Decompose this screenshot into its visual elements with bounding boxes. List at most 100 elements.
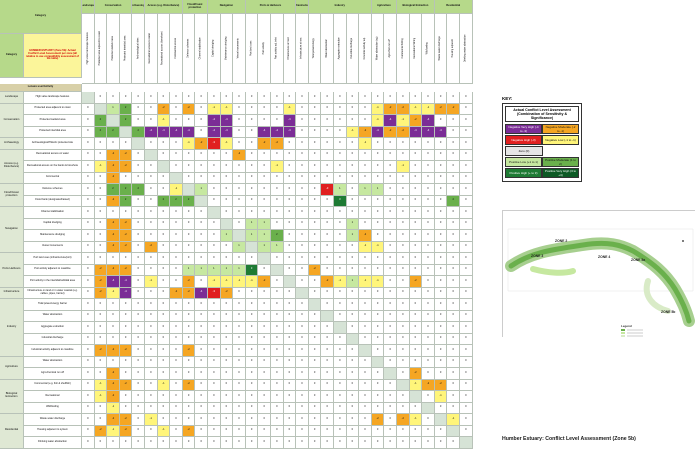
column-header: Protected area adjacent to coast <box>94 14 108 84</box>
matrix-cell: 0 <box>271 253 284 265</box>
matrix-cell: 0 <box>308 368 322 380</box>
matrix-cell: 0 <box>283 425 297 437</box>
matrix-cell: 0 <box>157 264 171 276</box>
matrix-cell <box>334 322 347 334</box>
matrix-cell: 0 <box>145 437 158 449</box>
matrix-cell: -2 <box>397 414 410 426</box>
matrix-cell: 0 <box>296 310 309 322</box>
matrix-cell: 0 <box>170 437 183 449</box>
matrix-cell: 0 <box>283 207 297 219</box>
matrix-cell: 0 <box>321 207 334 219</box>
matrix-cell: 0 <box>359 92 372 104</box>
matrix-cell: -2 <box>107 391 120 403</box>
matrix-cell: 0 <box>422 253 435 265</box>
matrix-cell: -1 <box>107 287 120 299</box>
matrix-cell: 0 <box>107 92 120 104</box>
matrix-cell: 0 <box>447 276 460 288</box>
matrix-cell: 0 <box>283 149 297 161</box>
matrix-cell: 0 <box>409 230 423 242</box>
matrix-cell: 0 <box>296 437 309 449</box>
matrix-cell: 0 <box>220 299 234 311</box>
matrix-cell <box>447 425 460 437</box>
row-sub-label: Port land uses (infrastructure/port) <box>24 253 82 265</box>
matrix-cell: 0 <box>334 149 347 161</box>
matrix-cell: 0 <box>208 379 221 391</box>
matrix-cell: 0 <box>271 391 284 403</box>
matrix-cell: -4 <box>195 287 208 299</box>
matrix-cell: 0 <box>170 391 183 403</box>
matrix-cell: 0 <box>258 207 271 219</box>
matrix-cell: 0 <box>283 253 297 265</box>
matrix-cell: 1 <box>371 184 385 196</box>
matrix-cell: 0 <box>195 92 208 104</box>
matrix-cell: 0 <box>233 92 246 104</box>
matrix-cell: 0 <box>245 345 259 357</box>
matrix-cell: 0 <box>195 126 208 138</box>
matrix-cell: 0 <box>107 322 120 334</box>
matrix-cell: 0 <box>422 276 435 288</box>
matrix-cell: 0 <box>371 161 385 173</box>
matrix-cell: 0 <box>422 287 435 299</box>
matrix-cell: 0 <box>334 172 347 184</box>
matrix-cell: -2 <box>397 103 410 115</box>
matrix-cell: 2 <box>119 195 133 207</box>
row-sub-label: Housing adjacent to system <box>24 425 82 437</box>
top-category-header: Conservation <box>94 0 133 14</box>
matrix-cell: 0 <box>119 402 133 414</box>
matrix-cell: 0 <box>220 149 234 161</box>
key-title: KEY: <box>502 96 513 101</box>
column-header: Vessel movements <box>233 14 246 84</box>
matrix-cell: 0 <box>182 161 196 173</box>
matrix-cell: 0 <box>245 184 259 196</box>
top-category-header: Infrastructure <box>296 0 309 14</box>
matrix-cell: 0 <box>434 276 448 288</box>
matrix-cell: 0 <box>334 207 347 219</box>
matrix-cell: 0 <box>195 425 208 437</box>
matrix-cell: 0 <box>397 276 410 288</box>
matrix-cell: 0 <box>308 333 322 345</box>
matrix-cell: -2 <box>397 126 410 138</box>
matrix-cell: 0 <box>245 322 259 334</box>
matrix-cell: 0 <box>170 230 183 242</box>
matrix-cell: -4 <box>384 115 397 127</box>
matrix-cell: 3 <box>245 264 259 276</box>
matrix-cell <box>132 138 145 150</box>
matrix-cell: 0 <box>334 414 347 426</box>
matrix-cell: -2 <box>434 379 448 391</box>
matrix-cell: -2 <box>107 241 120 253</box>
top-category-header: Access (e.g. Disturbance) <box>145 0 183 14</box>
matrix-cell: -3 <box>208 287 221 299</box>
matrix-cell: 0 <box>422 368 435 380</box>
matrix-cell: 0 <box>170 379 183 391</box>
matrix-cell: -4 <box>220 115 234 127</box>
matrix-cell: 0 <box>359 310 372 322</box>
matrix-cell: 0 <box>308 103 322 115</box>
matrix-cell: 0 <box>258 195 271 207</box>
matrix-cell: 0 <box>233 103 246 115</box>
matrix-cell: 0 <box>233 322 246 334</box>
matrix-cell: -1 <box>157 425 171 437</box>
matrix-cell: 0 <box>182 241 196 253</box>
matrix-cell: 0 <box>321 92 334 104</box>
matrix-cell: 0 <box>132 149 145 161</box>
column-header: Water abstraction <box>321 14 334 84</box>
matrix-cell: 0 <box>384 437 397 449</box>
row-sub-label: Drinking water abstraction <box>24 437 82 449</box>
matrix-cell: -2 <box>107 230 120 242</box>
matrix-cell <box>208 207 221 219</box>
matrix-cell: 0 <box>157 345 171 357</box>
matrix-cell: 0 <box>245 172 259 184</box>
matrix-cell: 0 <box>422 207 435 219</box>
matrix-cell: 0 <box>460 425 473 437</box>
matrix-cell: 1 <box>208 264 221 276</box>
matrix-cell: 2 <box>94 126 108 138</box>
matrix-cell: -1 <box>94 379 108 391</box>
matrix-cell: 1 <box>334 184 347 196</box>
matrix-cell: 0 <box>170 218 183 230</box>
matrix-cell: 0 <box>233 425 246 437</box>
matrix-cell: 0 <box>245 287 259 299</box>
matrix-cell: 0 <box>145 230 158 242</box>
matrix-cell: 0 <box>195 230 208 242</box>
matrix-cell: 0 <box>346 437 360 449</box>
matrix-cell: 0 <box>359 103 372 115</box>
